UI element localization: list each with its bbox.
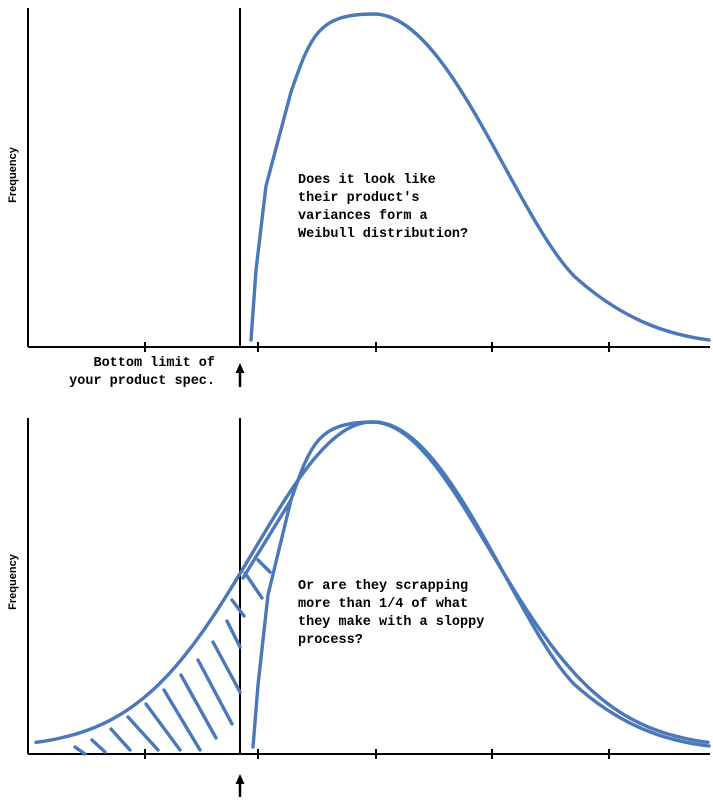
spec-limit-label-line-2: your product spec. [69,374,215,389]
hatch-line [196,658,234,726]
hatch-line [211,640,242,694]
hatch-line [179,673,218,740]
bottom-y-axis-label: Frequency [7,553,19,610]
hatch-line [256,558,272,574]
bottom-chart: Frequency Or are they scrapping more tha… [7,418,711,797]
bottom-annotation-line-4: process? [298,633,363,648]
hatch-line [73,745,87,756]
top-x-ticks [144,342,610,352]
spec-limit-label-line-1: Bottom limit of [93,356,215,371]
up-arrow-icon [235,774,245,797]
hatch-line [230,598,246,618]
hatch-line [109,727,132,752]
hatch-line [90,738,107,754]
bottom-x-ticks [144,749,610,759]
hatch-line [126,715,160,752]
hatch-line [162,688,202,752]
bottom-annotation-line-3: they make with a sloppy [298,615,484,630]
top-annotation-line-3: variances form a [298,209,428,224]
scrap-hatch-region [73,498,293,756]
hatch-line [243,571,264,600]
top-annotation-line-1: Does it look like [298,173,436,188]
top-y-axis-label: Frequency [7,146,19,203]
bottom-weibull-curve [251,420,711,749]
bottom-annotation-line-1: Or are they scrapping [298,579,468,594]
hatch-boundary [241,498,293,580]
hatch-line [144,702,182,752]
bottom-annotation-line-2: more than 1/4 of what [298,597,468,612]
hatch-line [225,619,242,649]
up-arrow-icon [235,363,245,387]
top-annotation-line-2: their product's [298,191,420,206]
top-chart: Frequency Does it look like their produc… [7,8,711,389]
top-annotation-line-4: Weibull distribution? [298,227,468,242]
top-weibull-curve [249,12,711,342]
